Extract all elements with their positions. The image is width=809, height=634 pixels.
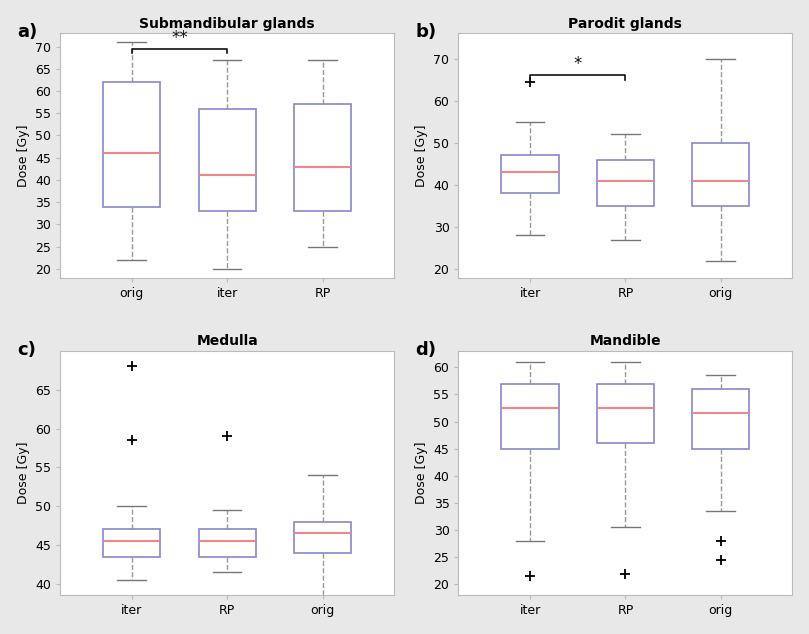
PathPatch shape — [502, 155, 559, 193]
PathPatch shape — [104, 82, 160, 207]
PathPatch shape — [294, 105, 351, 211]
Y-axis label: Dose [Gy]: Dose [Gy] — [415, 442, 428, 505]
PathPatch shape — [597, 160, 654, 206]
Y-axis label: Dose [Gy]: Dose [Gy] — [415, 124, 428, 186]
PathPatch shape — [198, 109, 256, 211]
Y-axis label: Dose [Gy]: Dose [Gy] — [17, 124, 30, 186]
Text: a): a) — [17, 23, 37, 41]
Text: *: * — [574, 55, 582, 74]
Text: c): c) — [17, 341, 36, 359]
PathPatch shape — [597, 384, 654, 443]
PathPatch shape — [104, 529, 160, 557]
Y-axis label: Dose [Gy]: Dose [Gy] — [17, 442, 30, 505]
Text: **: ** — [171, 29, 188, 47]
PathPatch shape — [198, 529, 256, 557]
PathPatch shape — [294, 522, 351, 553]
PathPatch shape — [502, 384, 559, 449]
Text: d): d) — [415, 341, 436, 359]
Title: Mandible: Mandible — [590, 334, 661, 348]
PathPatch shape — [693, 143, 749, 206]
Text: b): b) — [415, 23, 436, 41]
Title: Medulla: Medulla — [197, 334, 258, 348]
PathPatch shape — [693, 389, 749, 449]
Title: Parodit glands: Parodit glands — [569, 16, 682, 30]
Title: Submandibular glands: Submandibular glands — [139, 16, 315, 30]
